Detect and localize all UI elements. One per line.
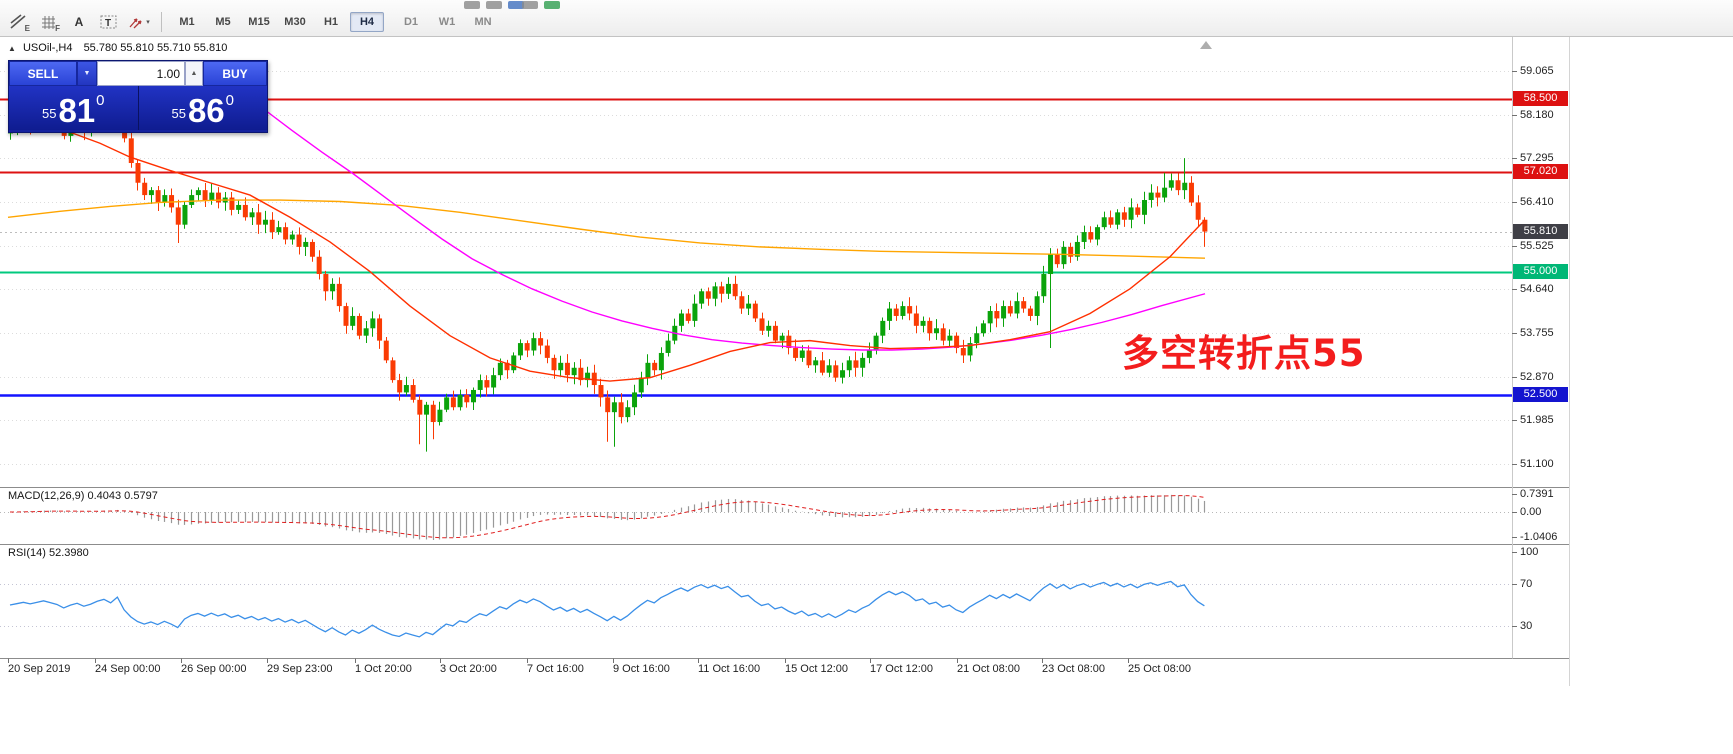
- time-axis-label: 15 Oct 12:00: [785, 663, 848, 675]
- timeframe-mn-button[interactable]: MN: [474, 16, 492, 28]
- price-axis-label: 54.640: [1520, 283, 1554, 296]
- price-axis-label: 58.180: [1520, 108, 1554, 121]
- time-axis-label: 11 Oct 16:00: [698, 663, 761, 675]
- time-axis-label: 21 Oct 08:00: [957, 663, 1020, 675]
- timeframe-h1-button[interactable]: H1: [323, 16, 339, 28]
- volume-increase-button[interactable]: ▲: [185, 61, 203, 86]
- grid-blue-icon[interactable]: [508, 1, 524, 9]
- ohlc-values: 55.780 55.810 55.710 55.810: [83, 42, 228, 54]
- sell-price-point: 0: [96, 92, 105, 109]
- price-line-tag: 52.500: [1513, 387, 1568, 403]
- tile-windows-icon[interactable]: [486, 1, 502, 9]
- grid-lines-icon: [41, 15, 57, 30]
- toolbar: E F A T ▾ M1 M5 M15 M30 H1 H4 D1 W1 MN: [0, 0, 1733, 37]
- chart-shift-marker: [1200, 41, 1212, 49]
- volume-input[interactable]: [97, 61, 185, 86]
- text-label-icon: T: [100, 14, 118, 30]
- tool-grid-lines-button[interactable]: F: [35, 10, 63, 34]
- chevron-down-icon: ▾: [146, 19, 150, 26]
- font-icon: A: [74, 15, 84, 29]
- buy-button[interactable]: BUY: [203, 61, 267, 86]
- new-order-icon[interactable]: [544, 1, 560, 9]
- macd-axis-label: -1.0406: [1520, 530, 1558, 543]
- price-line-tag: 55.810: [1513, 224, 1568, 240]
- chart-ohlc-line: ▲ USOil-,H4 55.780 55.810 55.710 55.810: [8, 42, 227, 54]
- drawing-toolbar: E F A T ▾: [4, 10, 154, 34]
- cropped-toolbar-icons: [0, 0, 1733, 10]
- price-axis-label: 55.525: [1520, 239, 1554, 252]
- time-axis-label: 1 Oct 20:00: [355, 663, 412, 675]
- sell-button[interactable]: SELL: [9, 61, 77, 86]
- svg-text:T: T: [105, 18, 111, 29]
- timeframe-m30-button[interactable]: M30: [284, 16, 306, 28]
- macd-header: MACD(12,26,9) 0.4043 0.5797: [8, 490, 158, 502]
- grid-lines-glyph: F: [55, 24, 60, 33]
- price-axis-label: 57.295: [1520, 152, 1554, 165]
- tool-arrow-objects-button[interactable]: ▾: [125, 10, 153, 34]
- tool-text-label-button[interactable]: T: [95, 10, 123, 34]
- volume-decrease-button[interactable]: ▼: [77, 61, 97, 86]
- cursor-icon[interactable]: [522, 1, 538, 9]
- timeframe-bar: M1 M5 M15 M30 H1 H4 D1 W1 MN: [169, 12, 501, 32]
- time-axis-label: 24 Sep 00:00: [95, 663, 161, 675]
- trend-lines-icon: [10, 14, 28, 30]
- timeframe-d1-button[interactable]: D1: [403, 16, 419, 28]
- timeframe-m1-button[interactable]: M1: [179, 16, 195, 28]
- timeframe-h4-button[interactable]: H4: [350, 12, 384, 32]
- time-axis-label: 17 Oct 12:00: [870, 663, 933, 675]
- time-axis-label: 7 Oct 16:00: [527, 663, 584, 675]
- toolbar-separator: [161, 12, 162, 32]
- tool-font-button[interactable]: A: [65, 10, 93, 34]
- sell-price-handle: 55: [41, 106, 57, 121]
- chart-text-annotation[interactable]: 多空转折点55: [1122, 332, 1366, 375]
- macd-axis-label: 0.00: [1520, 506, 1542, 518]
- sell-price[interactable]: 55 81 0: [9, 86, 139, 130]
- buy-price-pips: 86: [187, 91, 225, 129]
- trade-panel-prices: 55 81 0 55 86 0: [9, 86, 267, 130]
- price-line-tag: 58.500: [1513, 91, 1568, 107]
- time-axis-label: 3 Oct 20:00: [440, 663, 497, 675]
- chart-icon[interactable]: [464, 1, 480, 9]
- price-axis-label: 51.100: [1520, 457, 1554, 470]
- buy-price-point: 0: [225, 92, 235, 109]
- chart-canvas[interactable]: [0, 36, 1570, 686]
- trend-lines-glyph: E: [24, 24, 30, 33]
- price-line-tag: 55.000: [1513, 264, 1568, 280]
- one-click-trading-panel: SELL ▼ ▲ BUY 55 81 0 55 86 0: [8, 60, 268, 133]
- price-line-tag: 57.020: [1513, 164, 1568, 180]
- tool-trend-lines-button[interactable]: E: [5, 10, 33, 34]
- rsi-axis-label: 30: [1520, 620, 1533, 633]
- price-axis-label: 56.410: [1520, 195, 1554, 208]
- buy-price-handle: 55: [171, 106, 186, 121]
- price-axis-label: 51.985: [1520, 414, 1554, 427]
- rsi-header: RSI(14) 52.3980: [8, 547, 89, 559]
- rsi-axis-label: 70: [1520, 577, 1533, 590]
- macd-axis-label: 0.7391: [1520, 488, 1554, 501]
- price-axis-label: 59.065: [1520, 65, 1554, 77]
- sell-price-pips: 81: [58, 91, 96, 129]
- price-axis-label: 53.755: [1520, 326, 1554, 339]
- collapse-icon[interactable]: ▲: [8, 44, 16, 53]
- arrow-objects-icon: [128, 15, 144, 29]
- timeframe-m5-button[interactable]: M5: [215, 16, 231, 28]
- time-axis-label: 26 Sep 00:00: [181, 663, 247, 675]
- buy-price[interactable]: 55 86 0: [139, 86, 268, 130]
- time-axis-label: 9 Oct 16:00: [613, 663, 670, 675]
- price-axis-label: 52.870: [1520, 370, 1554, 383]
- time-axis-label: 29 Sep 23:00: [267, 663, 333, 675]
- timeframe-w1-button[interactable]: W1: [438, 16, 456, 28]
- time-axis-label: 20 Sep 2019: [8, 663, 71, 675]
- rsi-axis-label: 100: [1520, 546, 1539, 558]
- time-axis-label: 23 Oct 08:00: [1042, 663, 1105, 675]
- timeframe-m15-button[interactable]: M15: [248, 16, 270, 28]
- toolbar-row: E F A T ▾ M1 M5 M15 M30 H1 H4 D1 W1 MN: [0, 9, 501, 35]
- time-axis-label: 25 Oct 08:00: [1128, 663, 1191, 675]
- symbol-title: USOil-,H4: [22, 42, 73, 54]
- trade-panel-controls: SELL ▼ ▲ BUY: [9, 61, 267, 86]
